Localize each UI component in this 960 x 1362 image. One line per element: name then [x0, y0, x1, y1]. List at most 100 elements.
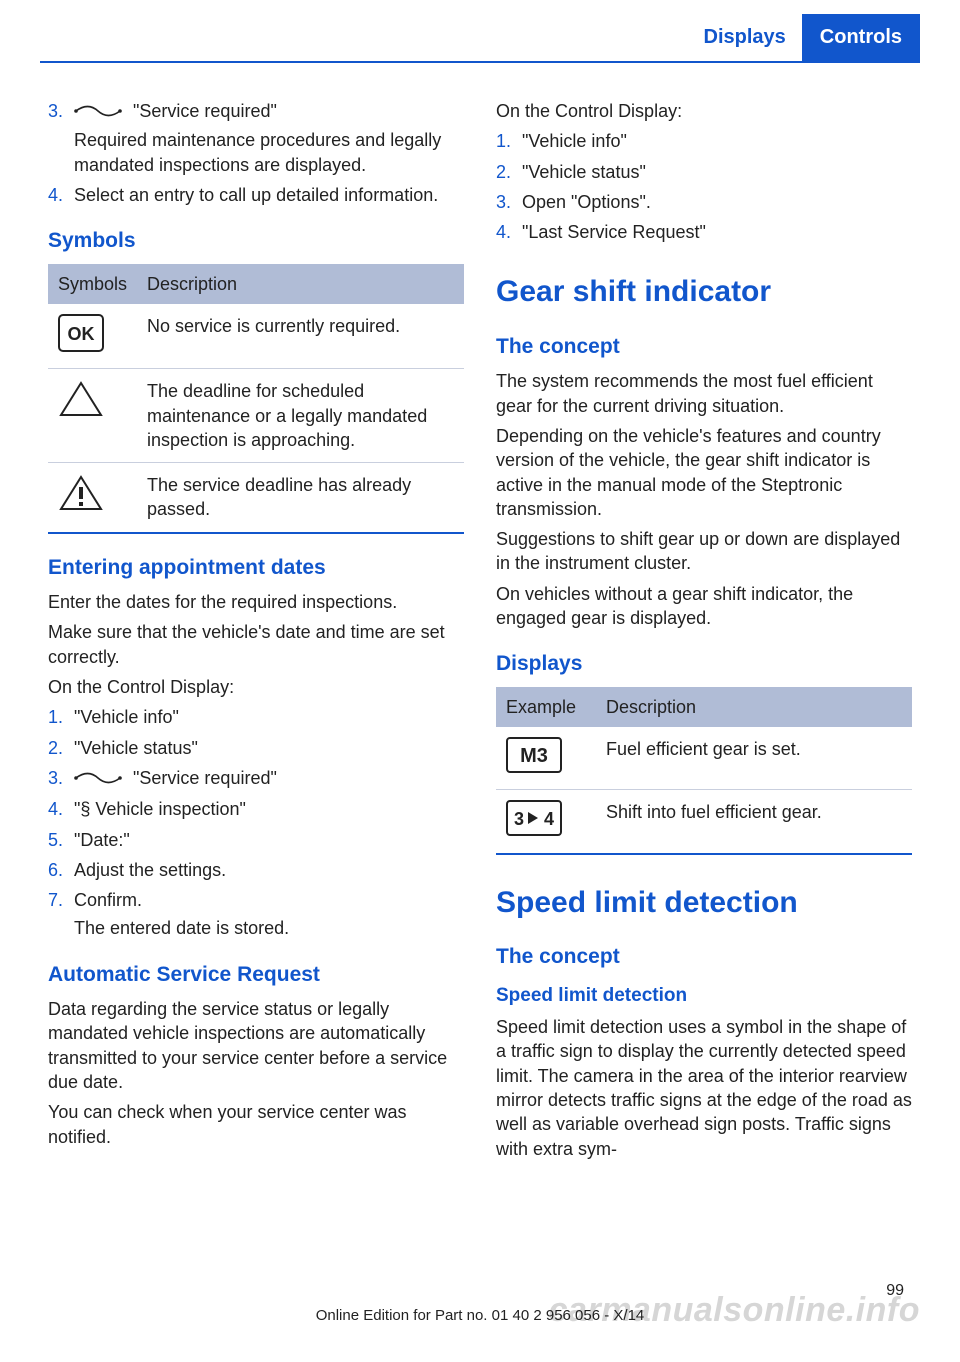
left-column: 3. "Service required" Required maintenan…	[48, 93, 464, 1167]
symbol-cell	[48, 369, 137, 463]
speed-sub-heading: Speed limit detection	[496, 983, 912, 1009]
entering-dates-heading: Entering appointment dates	[48, 554, 464, 582]
table-header-row: Example Description	[496, 687, 912, 727]
body-text: Speed limit detection uses a symbol in t…	[496, 1015, 912, 1161]
right-column: On the Control Display: 1."Vehicle info"…	[496, 93, 912, 1167]
speed-limit-heading: Speed limit detection	[496, 883, 912, 924]
gear-m3-icon: M3	[506, 757, 562, 777]
list-label: "Service required"	[133, 768, 277, 788]
table-row: M3 Fuel efficient gear is set.	[496, 727, 912, 790]
list-b: 1."Vehicle info" 2."Vehicle status" 3. "…	[48, 705, 464, 940]
tab-controls[interactable]: Controls	[802, 14, 920, 61]
list-body: "Service required" Required maintenance …	[74, 99, 464, 177]
gear-shift-icon: 34	[506, 820, 562, 840]
list-subtext: Required maintenance procedures and lega…	[74, 128, 464, 177]
example-cell: 34	[496, 790, 596, 854]
service-required-icon	[74, 767, 122, 791]
table-header: Description	[596, 687, 912, 727]
symbol-cell: OK	[48, 304, 137, 369]
list-label: Adjust the settings.	[74, 858, 464, 882]
list-number: 2.	[496, 160, 522, 184]
body-text: Enter the dates for the required inspect…	[48, 590, 464, 614]
list-item: 4. Select an entry to call up detailed i…	[48, 183, 464, 207]
list-item: 6.Adjust the settings.	[48, 858, 464, 882]
header: Displays Controls	[0, 0, 960, 61]
table-row: OK No service is currently required.	[48, 304, 464, 369]
symbol-cell	[48, 463, 137, 533]
list-number: 1.	[48, 705, 74, 729]
list-number: 2.	[48, 736, 74, 760]
body-text: Data regarding the service status or leg…	[48, 997, 464, 1094]
symbols-heading: Symbols	[48, 227, 464, 255]
list-item: 4."§ Vehicle inspection"	[48, 797, 464, 821]
table-cell: The service deadline has already passed.	[137, 463, 464, 533]
svg-text:M3: M3	[520, 745, 548, 767]
table-cell: The deadline for scheduled maintenance o…	[137, 369, 464, 463]
speed-concept-heading: The concept	[496, 943, 912, 971]
list-c: 1."Vehicle info" 2."Vehicle status" 3.Op…	[496, 129, 912, 244]
table-header: Description	[137, 264, 464, 304]
list-body: Confirm. The entered date is stored.	[74, 888, 464, 941]
displays-table: Example Description M3 Fuel efficient ge…	[496, 687, 912, 855]
list-label: "Vehicle status"	[522, 160, 912, 184]
table-row: The deadline for scheduled maintenance o…	[48, 369, 464, 463]
list-item: 1."Vehicle info"	[496, 129, 912, 153]
list-number: 4.	[48, 183, 74, 207]
warning-filled-icon	[58, 497, 104, 517]
table-row: 34 Shift into fuel efficient gear.	[496, 790, 912, 854]
list-label: "Vehicle info"	[74, 705, 464, 729]
displays-heading: Displays	[496, 650, 912, 678]
list-label: Confirm.	[74, 890, 142, 910]
list-number: 5.	[48, 828, 74, 852]
list-number: 4.	[496, 220, 522, 244]
service-required-icon	[74, 100, 122, 124]
symbols-table: Symbols Description OK No service is cur…	[48, 264, 464, 534]
list-body: "Service required"	[74, 766, 464, 791]
content-columns: 3. "Service required" Required maintenan…	[0, 63, 960, 1167]
body-text: Suggestions to shift gear up or down are…	[496, 527, 912, 576]
body-text: On the Control Display:	[48, 675, 464, 699]
list-item: 3. "Service required" Required maintenan…	[48, 99, 464, 177]
list-item: 4."Last Service Request"	[496, 220, 912, 244]
body-text: Depending on the vehicle's features and …	[496, 424, 912, 521]
table-cell: Fuel efficient gear is set.	[596, 727, 912, 790]
list-a: 3. "Service required" Required maintenan…	[48, 99, 464, 207]
table-header: Example	[496, 687, 596, 727]
body-text: The system recommends the most fuel effi…	[496, 369, 912, 418]
list-item: 2."Vehicle status"	[496, 160, 912, 184]
list-number: 6.	[48, 858, 74, 882]
list-label: Select an entry to call up detailed info…	[74, 183, 464, 207]
list-label: Open "Options".	[522, 190, 912, 214]
list-label: "Vehicle status"	[74, 736, 464, 760]
list-number: 3.	[48, 766, 74, 790]
list-number: 1.	[496, 129, 522, 153]
footer-text: Online Edition for Part no. 01 40 2 956 …	[0, 1306, 960, 1326]
body-text: Make sure that the vehicle's date and ti…	[48, 620, 464, 669]
body-text: On the Control Display:	[496, 99, 912, 123]
header-tabs: Displays Controls	[688, 14, 920, 61]
list-label: "Service required"	[133, 101, 277, 121]
table-header-row: Symbols Description	[48, 264, 464, 304]
concept-heading: The concept	[496, 333, 912, 361]
list-item: 5."Date:"	[48, 828, 464, 852]
body-text: On vehicles without a gear shift indicat…	[496, 582, 912, 631]
list-item: 1."Vehicle info"	[48, 705, 464, 729]
body-text: You can check when your service center w…	[48, 1100, 464, 1149]
list-label: "Vehicle info"	[522, 129, 912, 153]
list-number: 7.	[48, 888, 74, 912]
table-cell: Shift into fuel efficient gear.	[596, 790, 912, 854]
auto-service-heading: Automatic Service Request	[48, 961, 464, 989]
list-item: 3.Open "Options".	[496, 190, 912, 214]
warning-outline-icon	[58, 403, 104, 423]
page-number: 99	[886, 1280, 904, 1302]
tab-displays[interactable]: Displays	[688, 14, 802, 61]
svg-text:OK: OK	[68, 324, 95, 344]
list-item: 7. Confirm. The entered date is stored.	[48, 888, 464, 941]
list-subtext: The entered date is stored.	[74, 916, 464, 940]
list-number: 3.	[496, 190, 522, 214]
list-label: "§ Vehicle inspection"	[74, 797, 464, 821]
example-cell: M3	[496, 727, 596, 790]
ok-icon: OK	[58, 336, 104, 356]
svg-text:3: 3	[514, 809, 524, 829]
table-row: The service deadline has already passed.	[48, 463, 464, 533]
